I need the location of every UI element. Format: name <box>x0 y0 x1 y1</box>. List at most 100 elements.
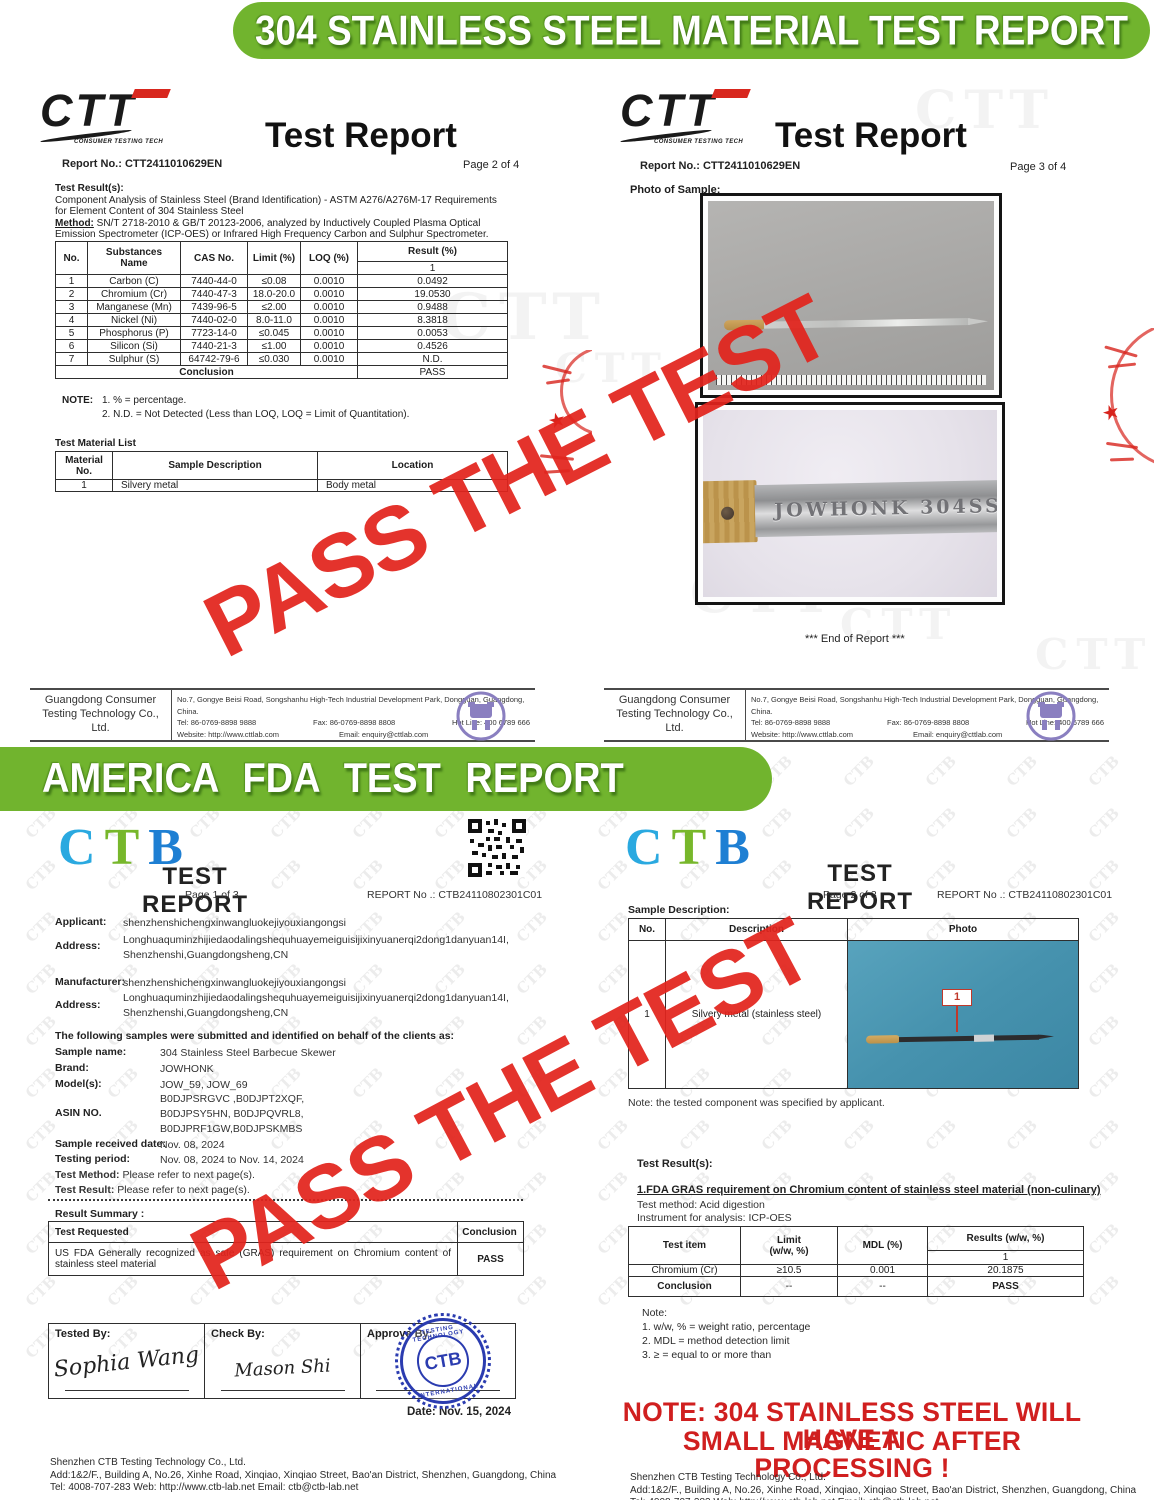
models-label: Model(s): <box>55 1078 102 1090</box>
tested-by-cell: Tested By: Sophia Wang <box>48 1323 205 1399</box>
sample-no: 1 <box>628 940 666 1089</box>
ctt-page2-report-no: Report No.: CTT2411010629EN <box>62 158 223 170</box>
col-sample-description: Sample Description <box>112 451 318 480</box>
tested-by-signature: Sophia Wang <box>52 1342 201 1383</box>
watermark-text: CTB <box>839 751 878 791</box>
table-cell: 5 <box>55 326 88 340</box>
table-cell: 7439-96-5 <box>180 300 248 314</box>
dotted-separator <box>48 1199 523 1201</box>
photo-of-sample-label: Photo of Sample: <box>630 184 721 196</box>
table-cell: 0.0010 <box>300 287 358 301</box>
ctb-company: Shenzhen CTB Testing Technology Co., Ltd… <box>50 1457 246 1468</box>
check-by-cell: Check By: Mason Shi <box>204 1323 361 1399</box>
manufacturer-value: shenzhenshichengxinwangluokejiyouxiangon… <box>123 977 346 989</box>
fda-results-table: Test item Limit (w/w, %) MDL (%) Results… <box>628 1226 1084 1297</box>
sample-photo-blade-closeup: JOWHONK 304SS <box>703 410 997 597</box>
ctb-logo-c: C <box>58 819 105 876</box>
table-cell: 3 <box>55 300 88 314</box>
col-no: No. <box>628 918 666 941</box>
fda-conclusion-row: Conclusion -- -- PASS <box>628 1276 1084 1297</box>
watermark-text: CTB <box>757 803 796 843</box>
table-cell: ≤0.030 <box>247 352 301 366</box>
table-cell: 1 <box>55 274 88 288</box>
sample-photo-blue: 1 <box>848 941 1078 1088</box>
table-row: 1 Carbon (C) 7440-44-0 ≤0.08 0.0010 0.0492 <box>55 274 508 288</box>
material-list-title: Test Material List <box>55 438 136 449</box>
watermark-text: CTB <box>21 1271 60 1311</box>
fda-test-method: Test method: Acid digestion <box>637 1199 765 1211</box>
banner-top-text: 304 STAINLESS STEEL MATERIAL TEST REPORT <box>254 6 1129 53</box>
method-label: Method: <box>55 217 94 229</box>
watermark-text: CTB <box>921 751 960 791</box>
table-cell: 64742-79-6 <box>180 352 248 366</box>
ctb-logo-right: CTB <box>625 822 759 874</box>
ctb-logo-c: C <box>625 819 672 876</box>
clients-statement: The following samples were submitted and… <box>55 1030 455 1042</box>
test-result-value: Please refer to next page(s). <box>114 1184 250 1196</box>
banner-america-fda: AMERICA FDA TEST REPORT <box>0 747 772 811</box>
summary-conclusion: PASS <box>457 1242 524 1276</box>
ctt-page3-page-indicator: Page 3 of 4 <box>1010 161 1067 173</box>
table-cell: 1 <box>55 479 113 492</box>
table-row: 5 Phosphorus (P) 7723-14-0 ≤0.045 0.0010 0.00… <box>55 326 508 340</box>
col-conclusion: Conclusion <box>457 1221 524 1243</box>
sample-row: 1 Silvery metal (stainless steel) 1 <box>628 940 1079 1089</box>
ctt-email: Email: enquiry@cttlab.com <box>338 729 429 739</box>
tested-by-label: Tested By: <box>55 1328 111 1340</box>
col-material-no: Material No. <box>55 451 113 480</box>
address-line-1: Longhuaquminzhijiedaodalingshequhuayemei… <box>123 934 509 946</box>
sample-description-table: No. Description Photo 1 Silvery metal (s… <box>628 918 1079 1089</box>
table-cell: 6 <box>55 339 88 353</box>
table-row: 2 Chromium (Cr) 7440-47-3 18.0-20.0 0.0010 19… <box>55 287 508 301</box>
watermark-text: CTB <box>757 1115 796 1155</box>
col-limit: Limit (w/w, %) <box>740 1226 838 1265</box>
watermark-text: CTB <box>594 1219 633 1259</box>
conclusion-row: Conclusion PASS <box>55 365 508 379</box>
fda-note-3: 3. ≥ = equal to or more than <box>642 1349 772 1361</box>
fda-note-2: 2. MDL = method detection limit <box>642 1335 790 1347</box>
ctt-fax: Fax: 86-0769-8898 8808 <box>313 718 396 728</box>
manufacturer-address-label: Address: <box>55 999 101 1011</box>
col-photo: Photo <box>847 918 1079 941</box>
ctb-logo-b: B <box>715 819 759 876</box>
watermark-text: CTB <box>594 1115 633 1155</box>
ctb-footer-right: Shenzhen CTB Testing Technology Co., Ltd… <box>630 1472 1136 1500</box>
signature-line <box>220 1390 345 1391</box>
table-row: 4 Nickel (Ni) 7440-02-0 8.0-11.0 0.0010 8.381… <box>55 313 508 327</box>
col-location: Location <box>317 451 508 480</box>
ctb-page1-report-no: REPORT No .: CTB24110802301C01 <box>367 889 543 901</box>
table-cell: Phosphorus (P) <box>87 326 181 340</box>
sample-name-value: 304 Stainless Steel Barbecue Skewer <box>160 1047 336 1059</box>
ctb-address: Add:1&2/F., Building A, No.26, Xinhe Roa… <box>630 1484 1137 1496</box>
models-value: JOW_59, JOW_69 <box>160 1079 248 1091</box>
watermark-text: CTB <box>349 1271 388 1311</box>
ctb-contact: Tel: 4008-707-283 Web: http://www.ctb-la… <box>630 1497 1136 1500</box>
result-summary-table: Test Requested Conclusion US FDA General… <box>48 1221 524 1276</box>
method-text: SN/T 2718-2010 & GB/T 20123-2006, analyz… <box>55 217 489 241</box>
table-cell: Carbon (C) <box>87 274 181 288</box>
ctt-footer-right: Guangdong Consumer Testing Technology Co… <box>604 688 1109 742</box>
ctt-footer-left: Guangdong Consumer Testing Technology Co… <box>30 688 535 742</box>
check-by-signature: Mason Shi <box>233 1355 332 1382</box>
table-cell: N.D. <box>357 352 508 366</box>
applicant-address-label: Address: <box>55 940 101 952</box>
sample-description: Silvery metal (stainless steel) <box>665 940 848 1089</box>
fda-conclusion-mdl: -- <box>837 1276 928 1297</box>
ctt-page3-title: Test Report <box>775 116 967 155</box>
table-cell: 7440-44-0 <box>180 274 248 288</box>
analysis-description: Component Analysis of Stainless Steel (B… <box>55 194 497 218</box>
col-no: No. <box>55 241 88 275</box>
ctt-website: Website: http://www.cttlab.com <box>751 729 853 739</box>
approve-by-label: Approve By: <box>367 1328 433 1340</box>
ctb-page2-page-indicator: Page 2 of 3 <box>823 889 877 901</box>
watermark-text: CTB <box>676 1115 715 1155</box>
table-cell: 2 <box>55 287 88 301</box>
table-cell: 7440-47-3 <box>180 287 248 301</box>
ctt-logo: CTT CONSUMER TESTING TECH <box>40 88 180 146</box>
table-cell: ≥10.5 <box>740 1264 838 1277</box>
fda-notes: Note: 1. w/w, % = weight ratio, percenta… <box>642 1306 810 1362</box>
watermark-text: CTB <box>1085 751 1124 791</box>
fda-gras-heading: 1.FDA GRAS requirement on Chromium conte… <box>637 1184 1101 1196</box>
watermark-text: CTB <box>839 803 878 843</box>
signature-line <box>376 1390 500 1391</box>
